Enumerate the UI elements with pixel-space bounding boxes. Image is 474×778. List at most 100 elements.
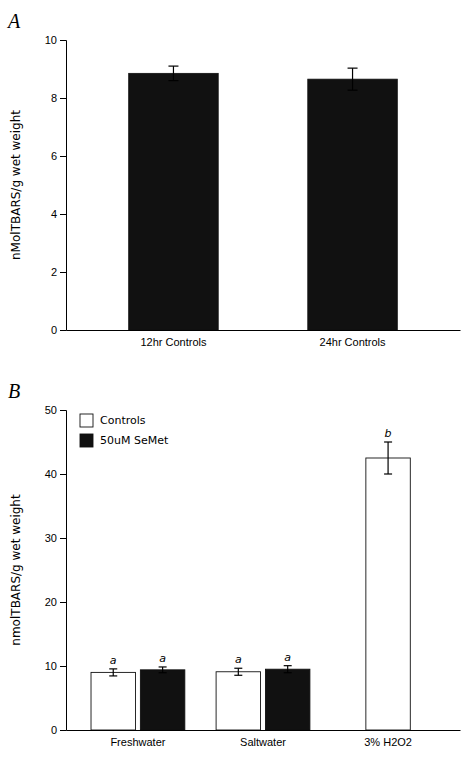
- x-tick-label: Saltwater: [240, 736, 286, 748]
- error-bar: [109, 669, 117, 676]
- error-bar-cap: [109, 668, 117, 669]
- error-bar: [159, 667, 167, 673]
- y-tick-label: 2: [51, 266, 57, 278]
- legend-swatch: [80, 414, 93, 427]
- y-axis: 0 10 20 30 40 50: [45, 404, 67, 736]
- x-axis: Freshwater Saltwater 3% H2O2: [67, 731, 461, 748]
- panel: 0 2 4 6 8 10 12hr Controls 24hr Controls nMolTBA…: [6, 10, 461, 348]
- legend: Controls 50uM SeMet: [80, 414, 169, 447]
- y-tick: 8: [51, 92, 66, 104]
- y-tick-label: 0: [51, 724, 57, 736]
- y-tick-mark: [60, 474, 66, 475]
- y-tick-label: 30: [45, 532, 57, 544]
- error-bar-cap: [234, 668, 242, 669]
- x-tick-label: 24hr Controls: [320, 336, 387, 348]
- y-tick-label: 0: [51, 324, 57, 336]
- panel-label: B: [8, 380, 20, 402]
- y-tick-label: 10: [45, 660, 57, 672]
- error-bar-cap: [109, 675, 117, 676]
- y-tick-label: 8: [51, 92, 57, 104]
- y-axis-title: nmolTBARS/g wet weight: [9, 494, 23, 646]
- error-bar: [284, 666, 292, 673]
- error-bar: [168, 66, 178, 81]
- y-tick-mark: [60, 214, 66, 215]
- legend-item: Controls: [80, 414, 146, 427]
- error-bar-cap: [384, 441, 392, 442]
- panel-label: A: [6, 10, 21, 32]
- legend-swatch: [80, 434, 93, 447]
- y-tick-label: 40: [45, 468, 57, 480]
- panel: 0 10 20 30 40 50 Freshwater Saltwater 3% H2O2 nmo…: [8, 380, 461, 748]
- y-tick-mark: [60, 730, 66, 731]
- legend-label: 50uM SeMet: [100, 434, 169, 447]
- bar: [265, 669, 309, 730]
- plot-area: [91, 442, 410, 730]
- x-axis-line: [67, 730, 461, 731]
- error-bar-cap: [159, 672, 167, 673]
- error-bar-stem: [162, 667, 163, 673]
- y-tick: 6: [51, 150, 66, 162]
- y-axis: 0 2 4 6 8 10: [45, 34, 67, 336]
- y-tick: 20: [45, 596, 66, 608]
- error-bar-stem: [173, 66, 174, 81]
- y-tick: 40: [45, 468, 66, 480]
- error-bar-cap: [348, 90, 358, 91]
- y-axis-title: nMolTBARS/g wet weight: [9, 110, 23, 260]
- error-bar-cap: [284, 665, 292, 666]
- bar: [140, 670, 184, 730]
- x-tick: 24hr Controls: [320, 336, 387, 348]
- legend-item: 50uM SeMet: [80, 434, 169, 447]
- y-tick-label: 20: [45, 596, 57, 608]
- bar: [91, 672, 135, 730]
- error-bar: [234, 668, 242, 675]
- y-tick: 30: [45, 532, 66, 544]
- figure: 0 2 4 6 8 10 12hr Controls 24hr Controls nMolTBA…: [0, 0, 474, 778]
- x-axis: 12hr Controls 24hr Controls: [67, 331, 461, 348]
- y-tick: 0: [51, 324, 66, 336]
- y-axis-line: [60, 411, 67, 731]
- error-bar-cap: [234, 675, 242, 676]
- y-tick: 0: [51, 724, 66, 736]
- error-bar-stem: [387, 442, 388, 474]
- y-tick-label: 4: [51, 208, 57, 220]
- y-axis-line: [60, 41, 67, 331]
- error-bar-cap: [159, 666, 167, 667]
- bar: [129, 73, 219, 330]
- y-tick-mark: [60, 538, 66, 539]
- y-tick-mark: [60, 330, 66, 331]
- y-tick-label: 50: [45, 404, 57, 416]
- error-bar-stem: [113, 669, 114, 676]
- y-tick: 4: [51, 208, 66, 220]
- y-tick-label: 6: [51, 150, 57, 162]
- y-tick: 50: [45, 404, 66, 416]
- error-bar-cap: [384, 473, 392, 474]
- x-tick: Saltwater: [240, 736, 286, 748]
- x-tick-label: Freshwater: [110, 736, 165, 748]
- error-bar-cap: [348, 68, 358, 69]
- legend-label: Controls: [100, 414, 146, 427]
- error-bar: [384, 442, 392, 474]
- x-tick: 12hr Controls: [140, 336, 207, 348]
- plot-area: [129, 66, 398, 330]
- y-tick: 10: [45, 660, 66, 672]
- y-tick: 2: [51, 266, 66, 278]
- x-tick-label: 12hr Controls: [140, 336, 207, 348]
- y-tick: 10: [45, 34, 66, 46]
- error-bar-cap: [284, 672, 292, 673]
- y-tick-label: 10: [45, 34, 57, 46]
- error-bar-stem: [238, 668, 239, 675]
- x-tick: 3% H2O2: [364, 736, 412, 748]
- y-tick-mark: [60, 602, 66, 603]
- significance-letter: a: [235, 653, 242, 666]
- x-tick-label: 3% H2O2: [364, 736, 412, 748]
- error-bar: [348, 68, 358, 90]
- significance-letter: a: [159, 652, 166, 665]
- significance-letter: a: [284, 651, 291, 664]
- bar: [366, 458, 410, 730]
- error-bar-stem: [352, 68, 353, 90]
- x-axis-line: [67, 330, 461, 331]
- x-tick: Freshwater: [110, 736, 165, 748]
- bar: [308, 79, 398, 330]
- error-bar-cap: [168, 80, 178, 81]
- y-tick-mark: [60, 666, 66, 667]
